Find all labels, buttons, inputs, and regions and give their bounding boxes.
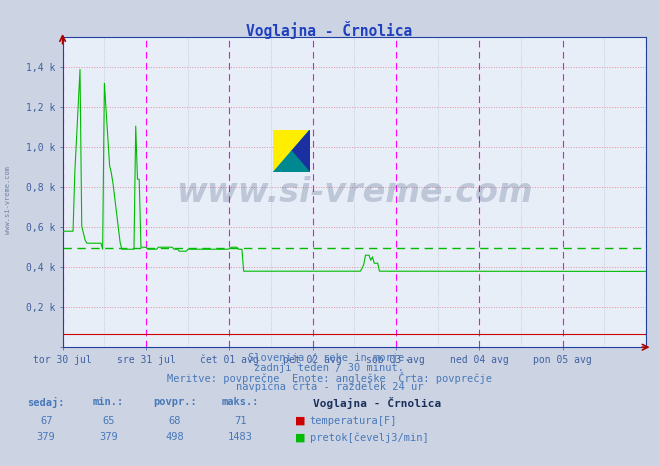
Text: 379: 379 [100,432,118,442]
Text: 67: 67 [40,416,52,425]
Text: Meritve: povprečne  Enote: angleške  Črta: povprečje: Meritve: povprečne Enote: angleške Črta:… [167,372,492,384]
Text: Voglajna - Črnolica: Voglajna - Črnolica [313,397,442,409]
Text: pretok[čevelj3/min]: pretok[čevelj3/min] [310,432,428,443]
Text: temperatura[F]: temperatura[F] [310,416,397,425]
Text: navpična črta - razdelek 24 ur: navpična črta - razdelek 24 ur [236,381,423,392]
Text: zadnji teden / 30 minut.: zadnji teden / 30 minut. [254,363,405,372]
Text: ■: ■ [295,416,305,425]
Polygon shape [273,130,310,172]
Polygon shape [273,130,310,172]
Text: 379: 379 [37,432,55,442]
Text: maks.:: maks.: [222,397,259,407]
Text: min.:: min.: [93,397,125,407]
Text: Voglajna - Črnolica: Voglajna - Črnolica [246,21,413,39]
Text: www.si-vreme.com: www.si-vreme.com [176,176,532,209]
Text: Slovenija / reke in morje.: Slovenija / reke in morje. [248,353,411,363]
Polygon shape [291,130,310,172]
Text: 65: 65 [103,416,115,425]
Text: www.si-vreme.com: www.si-vreme.com [5,166,11,234]
Text: 1483: 1483 [228,432,253,442]
Text: 68: 68 [169,416,181,425]
Polygon shape [273,151,310,172]
Text: povpr.:: povpr.: [153,397,196,407]
Text: sedaj:: sedaj: [28,397,65,408]
Text: 71: 71 [235,416,246,425]
Text: ■: ■ [295,432,305,442]
Text: 498: 498 [165,432,184,442]
